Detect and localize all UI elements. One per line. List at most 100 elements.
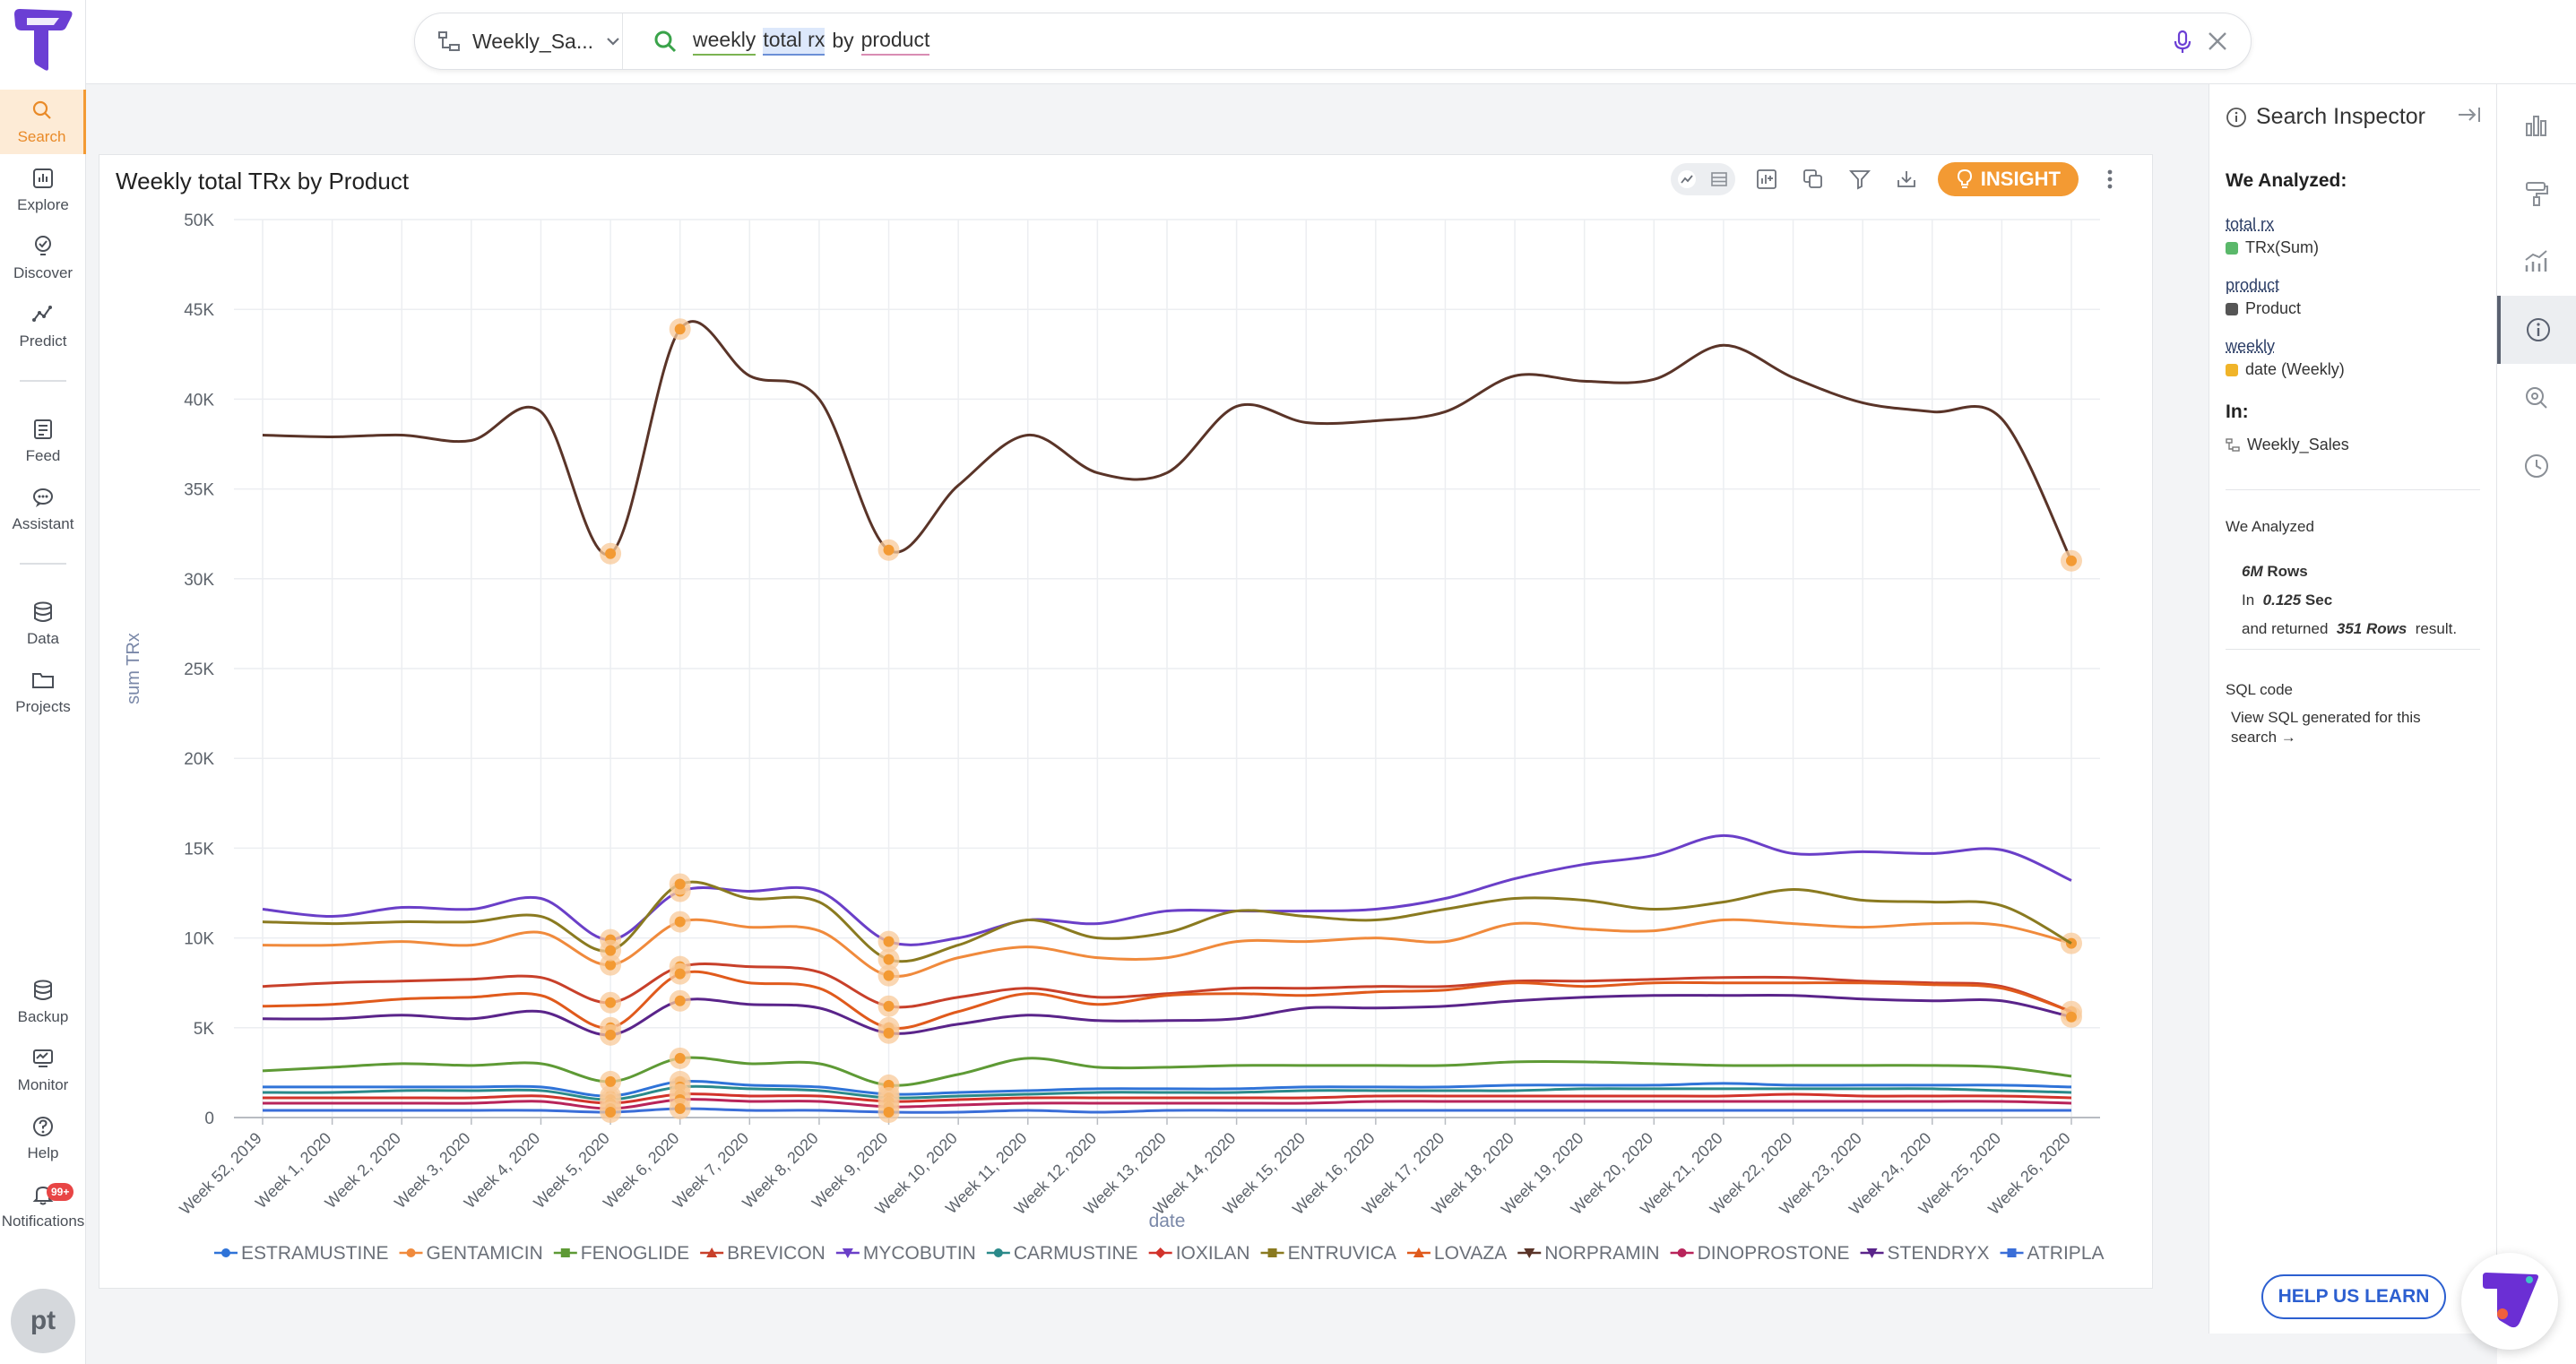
search-query[interactable]: weekly total rx by product: [693, 13, 930, 69]
anomaly-point: [605, 945, 617, 956]
y-tick-label: 35K: [184, 481, 214, 500]
rail-chart-config[interactable]: [2497, 91, 2576, 160]
microphone-icon[interactable]: [2170, 29, 2195, 56]
nav-feed[interactable]: Feed: [0, 409, 86, 473]
anomaly-point: [605, 1029, 617, 1040]
legend-item[interactable]: MYCOBUTIN: [835, 1243, 976, 1264]
anomaly-point: [674, 968, 686, 980]
thoughtspot-logo[interactable]: [9, 5, 77, 73]
series-line-norpramin: [262, 320, 2073, 562]
sec-value: 0.125: [2262, 591, 2302, 609]
y-axis-title: sum TRx: [124, 633, 143, 704]
legend-label: FENOGLIDE: [581, 1243, 689, 1264]
search-bar[interactable]: Weekly_Sa... weekly total rx by product: [414, 13, 2252, 70]
nav-backup[interactable]: Backup: [0, 970, 86, 1034]
legend-item[interactable]: ENTRUVICA: [1260, 1243, 1396, 1264]
anomaly-point: [883, 954, 895, 965]
inspector-token[interactable]: product: [2226, 276, 2280, 294]
in-label: In: [2242, 591, 2255, 609]
table-icon: [1710, 172, 1727, 186]
nav-predict[interactable]: Predict: [0, 294, 86, 358]
y-tick-label: 45K: [184, 301, 214, 320]
search-token[interactable]: product: [860, 28, 930, 56]
more-options-button[interactable]: [2095, 164, 2125, 194]
legend-marker: [406, 1248, 416, 1257]
returned-prefix: and returned: [2242, 620, 2329, 637]
backup-icon: [34, 980, 52, 1000]
search-token[interactable]: total rx: [763, 27, 826, 56]
legend-item[interactable]: FENOGLIDE: [553, 1243, 689, 1264]
search-token[interactable]: weekly: [693, 28, 756, 56]
series-line-mycobutin: [262, 833, 2072, 946]
nav-data[interactable]: Data: [0, 591, 86, 656]
nav-explore[interactable]: Explore: [0, 158, 86, 222]
rail-analytics[interactable]: [2497, 228, 2576, 296]
nav-label: Projects: [15, 698, 71, 715]
y-tick-label: 0: [204, 1109, 214, 1128]
inspector-token[interactable]: weekly: [2226, 337, 2276, 355]
rail-query-visualizer[interactable]: [2497, 364, 2576, 432]
nav-discover[interactable]: Discover: [0, 226, 86, 290]
chart-title: Weekly total TRx by Product: [116, 168, 410, 194]
legend-label: ATRIPLA: [2027, 1243, 2105, 1264]
anomaly-point: [674, 1102, 686, 1114]
inspector-column: TRx(Sum): [2226, 238, 2319, 257]
chart-table-toggle[interactable]: [1670, 163, 1735, 195]
download-button[interactable]: [1891, 164, 1922, 194]
folder-icon: [32, 673, 54, 688]
legend-item[interactable]: STENDRYX: [1860, 1243, 1990, 1264]
y-tick-label: 15K: [184, 840, 214, 859]
legend-item[interactable]: DINOPROSTONE: [1670, 1243, 1850, 1264]
user-avatar[interactable]: pt: [11, 1289, 75, 1353]
legend-item[interactable]: GENTAMICIN: [399, 1243, 543, 1264]
legend-marker: [1866, 1248, 1878, 1258]
legend-item[interactable]: ESTRAMUSTINE: [214, 1243, 389, 1264]
legend-item[interactable]: LOVAZA: [1406, 1243, 1507, 1264]
help-us-learn-button[interactable]: HELP US LEARN: [2261, 1274, 2446, 1319]
monitor-icon: [33, 1049, 53, 1067]
legend-item[interactable]: IOXILAN: [1148, 1243, 1250, 1264]
nav-search[interactable]: Search: [0, 90, 86, 154]
view-sql-link[interactable]: View SQL generated for this search →: [2231, 709, 2421, 746]
discover-icon: [35, 236, 51, 255]
filter-button[interactable]: [1845, 164, 1875, 194]
legend-item[interactable]: CARMUSTINE: [986, 1243, 1138, 1264]
series-line-lovaza: [262, 970, 2072, 1031]
collapse-panel-icon[interactable]: [2457, 104, 2482, 125]
anomaly-point: [883, 544, 895, 556]
rail-search-inspector[interactable]: [2497, 296, 2576, 364]
inspector-header: Search Inspector: [2226, 104, 2425, 130]
legend-item[interactable]: NORPRAMIN: [1517, 1243, 1660, 1264]
clear-search-icon[interactable]: [2204, 28, 2231, 55]
trend-chart-icon: [2525, 250, 2547, 272]
attribute-icon: [2226, 302, 2238, 315]
nav-assistant[interactable]: Assistant: [0, 477, 86, 541]
inspector-title: Search Inspector: [2256, 104, 2425, 129]
rail-history[interactable]: [2497, 432, 2576, 500]
anomaly-point: [674, 324, 686, 335]
nav-projects[interactable]: Projects: [0, 660, 86, 724]
rail-format[interactable]: [2497, 160, 2576, 228]
returned-stat: and returned 351 Rows result.: [2242, 620, 2457, 638]
copy-button[interactable]: [1798, 164, 1828, 194]
nav-divider: [20, 380, 66, 382]
legend-item[interactable]: BREVICON: [700, 1243, 826, 1264]
nav-label: Explore: [17, 196, 69, 213]
search-token[interactable]: by: [832, 28, 854, 52]
legend-label: BREVICON: [727, 1243, 826, 1264]
legend-label: IOXILAN: [1176, 1243, 1250, 1264]
inspector-token[interactable]: total rx: [2226, 215, 2275, 233]
legend-marker: [1413, 1247, 1424, 1257]
nav-monitor[interactable]: Monitor: [0, 1038, 86, 1102]
legend-item[interactable]: ATRIPLA: [2000, 1243, 2105, 1264]
info-icon: [2527, 318, 2550, 341]
nav-help[interactable]: Help: [0, 1106, 86, 1170]
change-visualization-button[interactable]: [1751, 164, 1782, 194]
line-chart[interactable]: 0 5K 10K 15K 20K 25K 30K 35K 40K 45K 50K Week 52, 2…: [99, 155, 2154, 1290]
data-source-selector[interactable]: Weekly_Sa...: [415, 13, 623, 69]
assistant-fab[interactable]: [2461, 1253, 2558, 1350]
more-vertical-icon: [2107, 169, 2113, 189]
nav-notifications[interactable]: Notifications 99+: [0, 1174, 86, 1239]
help-icon: [33, 1117, 53, 1136]
insight-button[interactable]: INSIGHT: [1937, 162, 2079, 196]
